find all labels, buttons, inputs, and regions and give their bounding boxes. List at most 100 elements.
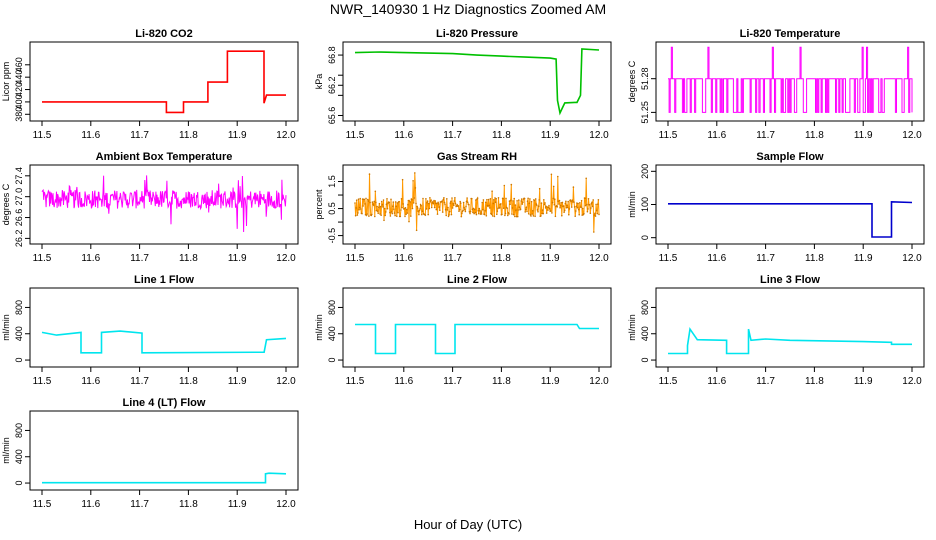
data-point (412, 202, 415, 204)
x-tick-label: 12.0 (276, 499, 296, 510)
chart-title: Line 4 (LT) Flow (123, 397, 206, 409)
y-tick-label: 800 (640, 300, 650, 315)
data-point (409, 201, 412, 203)
data-point (459, 202, 462, 204)
data-point (472, 211, 474, 214)
data-point (506, 207, 509, 209)
data-point (526, 210, 528, 213)
y-tick-label: 26.2 (14, 230, 24, 248)
chart-panel: Line 1 Flow ml/min 11.5 11.6 11.7 11.8 11.9 12.… (1, 274, 299, 387)
data-point (516, 200, 518, 202)
y-tick-label: 27.4 (14, 167, 24, 185)
data-point (497, 197, 500, 199)
data-point (531, 213, 533, 215)
data-point (530, 200, 533, 203)
data-point (518, 199, 520, 201)
data-point (428, 207, 431, 210)
data-point (359, 197, 362, 200)
data-point (594, 215, 597, 217)
data-point (401, 178, 404, 181)
data-point (466, 197, 468, 199)
data-point (448, 210, 451, 213)
x-tick-label: 12.0 (276, 376, 296, 387)
data-point (520, 200, 522, 202)
x-tick-label: 11.9 (541, 130, 560, 141)
data-point (386, 198, 388, 200)
data-point (391, 212, 394, 215)
data-point (450, 213, 453, 216)
x-tick-label: 11.6 (394, 253, 413, 264)
data-point (414, 187, 417, 189)
data-point (397, 211, 399, 214)
data-point (502, 207, 505, 209)
y-tick-label: 65.6 (327, 107, 337, 125)
y-axis-label: percent (314, 189, 324, 220)
x-tick-label: 12.0 (589, 130, 609, 141)
data-point (382, 206, 384, 208)
data-point (365, 197, 367, 200)
x-tick-label: 11.8 (492, 253, 511, 264)
data-point (513, 197, 515, 200)
data-point (419, 208, 421, 210)
x-tick-label: 12.0 (902, 253, 922, 264)
data-point (532, 215, 535, 217)
data-point (367, 198, 369, 201)
y-tick-label: 440 (14, 70, 24, 85)
plot-frame (655, 41, 925, 122)
x-tick-label: 11.9 (228, 376, 247, 387)
data-point (357, 198, 360, 200)
y-tick-label: 0 (14, 481, 24, 486)
data-point (413, 197, 416, 199)
x-tick-label: 12.0 (589, 376, 609, 387)
data-point (384, 214, 387, 217)
data-point (480, 213, 483, 215)
data-point (562, 205, 565, 207)
series-line (354, 48, 600, 116)
data-point (576, 207, 579, 209)
data-point (368, 215, 370, 217)
figure-title: NWR_140930 1 Hz Diagnostics Zoomed AM (329, 1, 607, 17)
data-layer (41, 330, 287, 354)
data-point (425, 198, 427, 200)
x-tick-label: 11.9 (541, 253, 560, 264)
data-point (597, 199, 600, 201)
data-layer (354, 48, 600, 116)
x-tick-label: 11.5 (346, 253, 365, 264)
data-point (394, 214, 396, 217)
data-point (595, 203, 597, 206)
data-point (496, 213, 498, 216)
data-point (392, 201, 395, 203)
data-point (536, 204, 538, 206)
data-point (523, 197, 526, 200)
data-point (509, 203, 511, 206)
chart-panel: Line 4 (LT) Flow ml/min 11.5 11.6 11.7 11.8 11… (1, 397, 299, 510)
data-point (581, 207, 584, 210)
data-point (543, 199, 545, 201)
data-point (422, 197, 424, 200)
data-point (564, 202, 567, 205)
data-point (494, 197, 496, 199)
data-point (551, 212, 553, 214)
data-point (376, 210, 379, 212)
data-point (379, 213, 381, 215)
y-tick-label: 51.28 (640, 67, 650, 90)
x-tick-label: 11.6 (394, 376, 413, 387)
data-point (584, 197, 586, 199)
data-point (525, 208, 527, 211)
data-point (478, 207, 481, 210)
data-point (547, 209, 549, 211)
data-point (424, 214, 427, 216)
data-point (405, 208, 408, 211)
data-point (469, 212, 471, 215)
x-tick-label: 12.0 (589, 253, 609, 264)
data-point (538, 187, 541, 190)
data-point (591, 205, 594, 208)
x-tick-label: 11.5 (659, 130, 678, 141)
data-point (487, 205, 489, 208)
y-tick-label: 400 (327, 326, 337, 341)
data-point (590, 202, 593, 205)
data-point (534, 198, 537, 200)
data-point (396, 202, 399, 204)
data-point (383, 207, 386, 210)
data-point (390, 211, 393, 213)
